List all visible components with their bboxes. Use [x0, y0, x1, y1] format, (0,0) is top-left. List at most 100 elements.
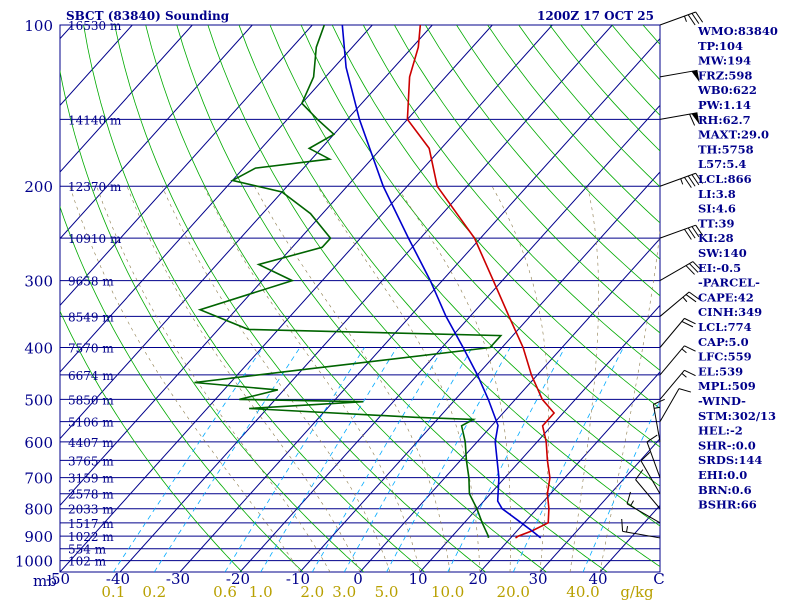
dry-adiabat-line — [60, 205, 304, 572]
index-line: -PARCEL- — [698, 276, 760, 290]
wind-barb-half-feather — [681, 348, 687, 354]
wind-barb-half-feather — [654, 406, 661, 409]
index-line: LI:3.8 — [698, 187, 736, 201]
temperature-tick-label: 20 — [468, 570, 487, 588]
dry-adiabat-line — [331, 25, 660, 409]
height-label: 2578 m — [68, 488, 114, 502]
mixing-ratio-line — [343, 347, 473, 572]
isotherm-line — [359, 237, 660, 572]
height-label: 7570 m — [68, 341, 114, 355]
height-label: 102 m — [68, 555, 107, 569]
dry-adiabat-line — [425, 25, 660, 297]
mixing-ratio-unit-label: g/kg — [620, 583, 654, 600]
pressure-tick-label: 200 — [24, 178, 53, 196]
wind-barb-feather — [695, 224, 704, 236]
index-line: EHI:0.0 — [698, 468, 747, 482]
wind-barb — [659, 291, 700, 317]
moist-adiabat-line — [569, 186, 599, 572]
wind-barb-feather — [692, 261, 702, 271]
wind-barb-feather — [695, 172, 704, 184]
isotherm-line — [119, 25, 613, 572]
wind-barb-feather — [691, 13, 700, 24]
mixing-ratio-line — [311, 347, 444, 572]
wind-barb-feather — [621, 518, 624, 532]
isotherm-group — [0, 25, 660, 572]
wind-barb-half-feather — [626, 526, 629, 533]
isotherm-line — [60, 25, 373, 373]
isotherm-line — [179, 37, 660, 572]
wind-barb-staff — [640, 460, 661, 494]
height-label: 10910 m — [68, 232, 122, 246]
dry-adiabat-line — [207, 25, 660, 568]
wind-barb-staff — [659, 369, 685, 400]
index-line: TP:104 — [698, 39, 743, 53]
mixing-ratio-label: 0.1 — [101, 583, 125, 600]
temperature-tick-label: 30 — [528, 570, 547, 588]
index-line: L57:5.4 — [698, 157, 746, 171]
dry-adiabat-line — [549, 25, 660, 152]
dry-adiabat-line — [394, 25, 660, 334]
wind-barb-staff — [659, 388, 680, 422]
height-label: 9658 m — [68, 275, 114, 289]
wind-barb-feather — [687, 14, 696, 26]
mixing-ratio-label: 2.0 — [300, 583, 324, 600]
wind-barb-feather — [681, 320, 694, 328]
wind-barb-staff — [646, 441, 661, 478]
mixing-ratio-label: 20.0 — [497, 583, 530, 600]
wind-barb — [635, 469, 661, 510]
mixing-ratio-label: 0.2 — [142, 583, 166, 600]
pressure-unit-label: mb — [33, 572, 57, 590]
wind-barb-feather — [646, 434, 658, 443]
mixing-ratio-line — [447, 347, 566, 572]
mixing-ratio-label: 3.0 — [332, 583, 356, 600]
wind-barb-feather — [689, 263, 699, 273]
isotherm-line — [60, 25, 553, 572]
index-line: SI:4.6 — [698, 202, 736, 216]
wind-barb-feather — [626, 491, 631, 504]
mixing-ratio-line — [112, 347, 264, 572]
mixing-ratio-line — [260, 347, 398, 572]
mixing-ratio-label: 1.0 — [249, 583, 273, 600]
index-line: BSHR:66 — [698, 498, 757, 512]
pressure-tick-label: 300 — [24, 273, 53, 291]
wind-barb-feather — [685, 265, 695, 275]
height-label: 1517 m — [68, 517, 114, 531]
index-line: PW:1.14 — [698, 98, 751, 112]
wind-barb — [659, 224, 704, 240]
dry-adiabat-line — [362, 25, 660, 371]
grid-layer — [0, 24, 661, 573]
moist-adiabat-line — [254, 186, 451, 572]
isotherm-line — [60, 25, 433, 440]
index-line: MPL:509 — [698, 379, 756, 393]
temperature-tick-label: -10 — [286, 570, 310, 588]
moist-adiabat-line — [126, 186, 361, 572]
wind-barb — [640, 451, 661, 494]
mixing-ratio-label: 0.6 — [213, 583, 237, 600]
pressure-tick-label: 900 — [24, 528, 53, 546]
height-label: 8549 m — [68, 310, 114, 324]
parcel-line — [341, 25, 542, 539]
index-line: BRN:0.6 — [698, 483, 752, 497]
index-line: KI:28 — [698, 231, 734, 245]
dry-adiabat-line — [176, 25, 608, 572]
wind-barb-staff — [626, 503, 661, 524]
isotherm-line — [60, 25, 313, 307]
pressure-tick-label: 800 — [24, 501, 53, 519]
isotherm-line — [0, 25, 12, 572]
index-line: MW:194 — [698, 54, 751, 68]
wind-barb-staff — [659, 345, 685, 376]
wind-barb-feather — [685, 294, 697, 303]
index-line: CAPE:42 — [698, 290, 754, 304]
moist-adiabat-line — [599, 228, 660, 572]
pressure-tick-label: 600 — [24, 434, 53, 452]
isotherm-line — [60, 25, 493, 507]
isotherm-line — [60, 25, 73, 40]
wind-barb — [659, 112, 700, 126]
wind-barb-staff — [635, 479, 661, 510]
dry-adiabat-line — [300, 25, 660, 448]
index-line: EL:539 — [698, 364, 743, 378]
index-line: LFC:559 — [698, 350, 752, 364]
isotherm-line — [60, 25, 193, 173]
pressure-tick-label: 700 — [24, 470, 53, 488]
